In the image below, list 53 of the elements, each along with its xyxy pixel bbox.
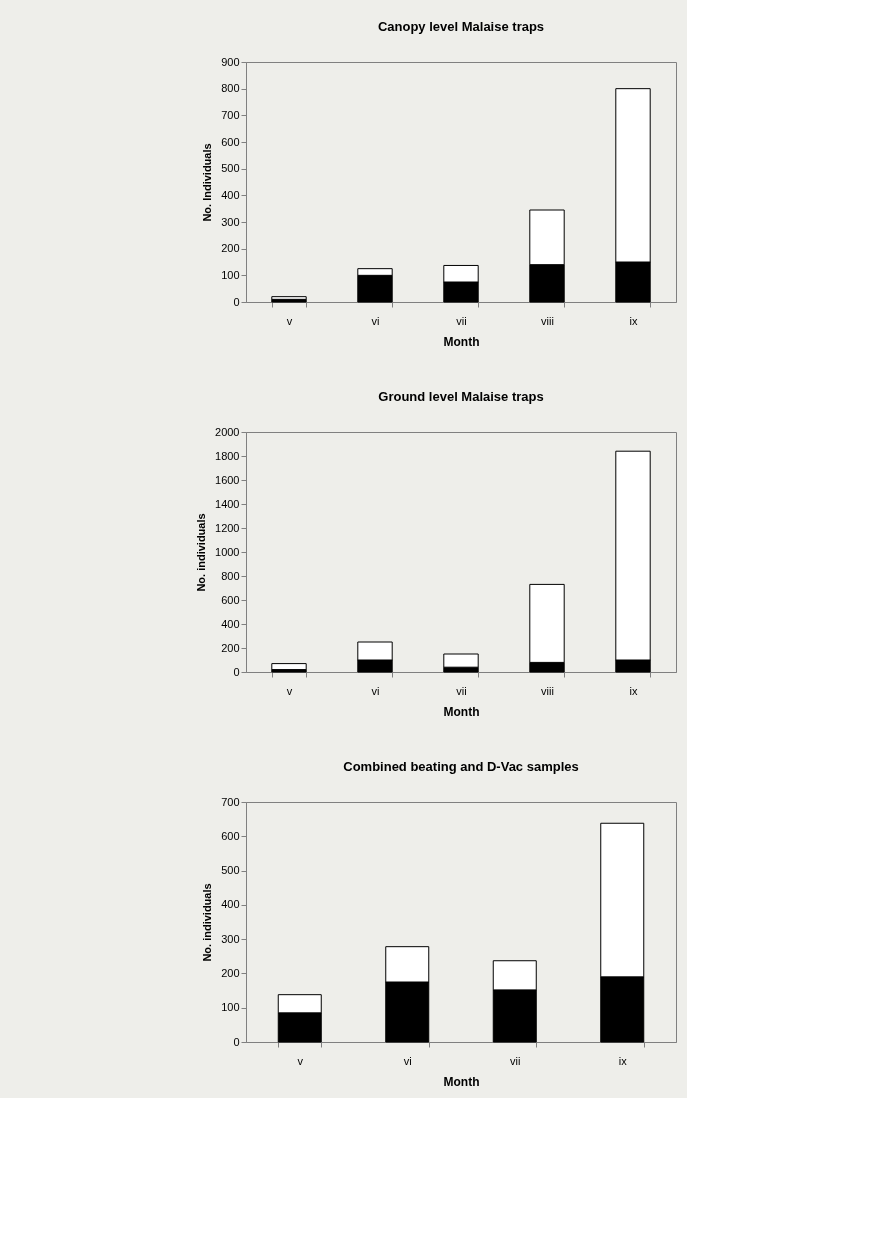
y-tick-label: 700 [221,795,240,808]
y-tick-label: 200 [221,641,240,654]
y-tick-label: 900 [221,55,240,68]
x-tick-label: vi [371,684,380,697]
y-axis-title: No. Individuals [201,143,214,222]
x-axis-title: Month [443,334,480,349]
y-tick-label: 500 [221,864,240,877]
y-tick-label: 0 [233,665,240,678]
y-tick-label: 1600 [215,473,240,486]
x-axis-title: Month [443,704,480,719]
y-tick-label: 200 [221,242,240,255]
x-tick-label: vii [456,314,467,327]
y-tick-label: 1400 [215,497,240,510]
y-tick-label: 300 [221,215,240,228]
x-tick-label: v [297,1054,304,1067]
y-tick-label: 1000 [215,545,240,558]
x-tick-label: v [286,684,293,697]
y-tick-label: 300 [221,932,240,945]
y-tick-label: 400 [221,188,240,201]
y-tick-label: 100 [221,1001,240,1014]
y-tick-label: 0 [233,295,240,308]
y-tick-label: 800 [221,569,240,582]
chart-title: Canopy level Malaise traps [377,19,545,34]
chart-title: Combined beating and D-Vac samples [343,759,579,774]
x-axis-title: Month [443,1074,480,1089]
y-tick-label: 600 [221,829,240,842]
y-tick-label: 400 [221,617,240,630]
y-tick-label: 600 [221,135,240,148]
x-tick-label: v [286,314,293,327]
x-tick-label: vi [371,314,380,327]
bar [271,663,307,671]
x-tick-label: vi [403,1054,412,1067]
x-tick-label: ix [629,684,638,697]
y-tick-label: 1800 [215,449,240,462]
y-tick-label: 700 [221,108,240,121]
y-axis-title: No. individuals [195,513,208,592]
x-tick-label: viii [541,314,554,327]
y-tick-label: 500 [221,162,240,175]
y-tick-label: 600 [221,593,240,606]
x-tick-label: vii [510,1054,521,1067]
x-tick-label: vii [456,684,467,697]
y-tick-label: 1200 [215,521,240,534]
x-tick-label: ix [629,314,638,327]
x-tick-label: viii [541,684,554,697]
y-tick-label: 0 [233,1035,240,1048]
y-axis-title: No. individuals [201,883,214,962]
y-tick-label: 800 [221,82,240,95]
y-tick-label: 200 [221,966,240,979]
x-tick-label: ix [618,1054,628,1067]
y-tick-label: 2000 [215,425,240,438]
y-tick-label: 100 [221,268,240,281]
y-tick-label: 400 [221,898,240,911]
chart-title: Ground level Malaise traps [378,389,544,404]
